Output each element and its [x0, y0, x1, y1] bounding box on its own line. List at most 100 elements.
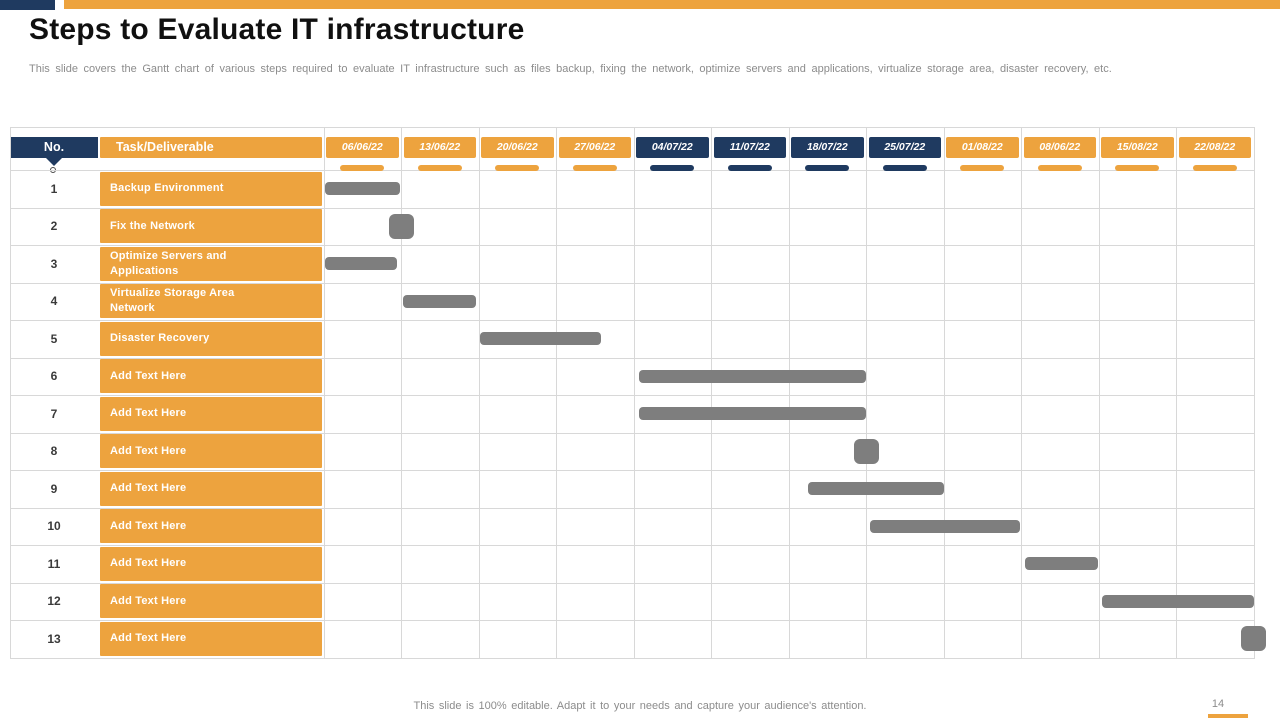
gantt-week-underline — [960, 165, 1005, 171]
task-cell: Add Text Here — [100, 359, 322, 393]
task-cell: Disaster Recovery — [100, 321, 322, 356]
row-number-cell: 3 — [50, 256, 58, 271]
gantt-bar — [1102, 594, 1254, 608]
gridline-vertical — [556, 127, 557, 658]
row-number-cell: 10 — [47, 519, 61, 534]
gantt-week-header: 18/07/22 — [791, 137, 864, 158]
gantt-week-header: 08/06/22 — [1023, 137, 1096, 158]
row-number-cell: 8 — [50, 444, 58, 459]
gantt-week-underline — [340, 165, 385, 171]
gantt-week-underline — [882, 165, 927, 171]
gantt-week-underline — [650, 165, 695, 171]
gantt-week-underline — [417, 165, 462, 171]
gantt-bar — [638, 407, 866, 421]
gridline-horizontal — [10, 657, 1255, 659]
gantt-bar — [480, 332, 601, 346]
gantt-bar — [325, 257, 398, 271]
task-cell: Virtualize Storage Area Network — [100, 284, 322, 318]
gridline-horizontal — [10, 395, 1255, 396]
task-column-header: Task/Deliverable — [100, 137, 322, 158]
gridline-vertical — [401, 127, 402, 658]
row-number-cell: 12 — [47, 594, 61, 609]
gantt-bar — [325, 182, 401, 196]
gantt-bar — [403, 294, 477, 308]
gridline-vertical — [866, 127, 867, 658]
gridline-horizontal — [10, 207, 1255, 209]
gridline-horizontal — [10, 127, 1255, 128]
gridline-horizontal — [10, 470, 1255, 471]
gridline-horizontal — [10, 545, 1255, 546]
gridline-horizontal — [10, 582, 1255, 584]
gridline-horizontal — [10, 432, 1255, 434]
task-cell: Add Text Here — [100, 434, 322, 468]
gridline-vertical — [788, 127, 790, 658]
task-cell: Optimize Servers and Applications — [100, 246, 322, 281]
footer-note: This slide is 100% editable. Adapt it to… — [413, 700, 867, 712]
gantt-bar — [638, 369, 866, 383]
gantt-week-underline — [1192, 165, 1237, 171]
gridline-vertical — [1021, 127, 1022, 658]
gantt-milestone — [853, 438, 879, 464]
gridline-vertical — [1176, 127, 1177, 658]
gantt-week-underline — [572, 165, 617, 171]
gantt-week-underline — [1037, 165, 1082, 171]
task-cell: Fix the Network — [100, 209, 322, 243]
row-number-cell: 7 — [50, 406, 58, 421]
task-cell: Add Text Here — [100, 546, 322, 581]
gridline-horizontal — [10, 282, 1255, 284]
gantt-bar — [1024, 557, 1098, 571]
row-number-cell: 1 — [50, 181, 58, 196]
gantt-week-header: 06/06/22 — [326, 137, 399, 158]
gantt-milestone — [388, 213, 414, 239]
row-number-cell: 5 — [50, 331, 58, 346]
page-number-underline — [1208, 714, 1248, 718]
gantt-chart: No. Task/Deliverable 06/06/22 13/06/22 20/… — [10, 127, 1266, 660]
gantt-milestone — [1241, 626, 1266, 652]
row-number-cell: 11 — [47, 556, 61, 571]
gantt-bar — [869, 519, 1021, 533]
gantt-week-underline — [805, 165, 850, 171]
gantt-week-header: 22/08/22 — [1178, 137, 1251, 158]
gridline-horizontal — [10, 357, 1255, 359]
gridline-vertical — [943, 127, 945, 658]
no-column-header: No. — [10, 137, 98, 158]
gantt-week-underline — [1115, 165, 1160, 171]
gridline-vertical — [711, 127, 712, 658]
gridline-horizontal — [10, 170, 1255, 171]
row-number-cell: 13 — [47, 631, 61, 646]
gantt-week-underline — [495, 165, 540, 171]
gridline-horizontal — [10, 320, 1255, 321]
page-number: 14 — [1211, 698, 1225, 710]
task-cell: Add Text Here — [100, 509, 322, 543]
top-accent-orange-bar — [64, 0, 1280, 9]
gantt-week-header: 13/06/22 — [403, 137, 476, 158]
task-cell: Backup Environment — [100, 171, 322, 206]
row-number-cell: 9 — [50, 481, 58, 496]
gridline-horizontal — [10, 620, 1255, 621]
gridline-vertical — [1098, 127, 1100, 658]
gantt-week-underline — [727, 165, 772, 171]
gridline-vertical — [478, 127, 480, 658]
page-title: Steps to Evaluate IT infrastructure — [29, 13, 525, 46]
task-cell: Add Text Here — [100, 584, 322, 618]
gantt-week-header: 25/07/22 — [868, 137, 941, 158]
row-number-cell: 6 — [50, 369, 58, 384]
gantt-bar — [807, 482, 944, 496]
gridline-horizontal — [10, 507, 1255, 509]
gridline-vertical — [633, 127, 635, 658]
task-cell: Add Text Here — [100, 471, 322, 506]
gantt-week-header: 11/07/22 — [713, 137, 786, 158]
gridline-vertical — [10, 127, 11, 658]
no-header-pointer — [46, 158, 62, 166]
gridline-vertical — [323, 127, 325, 658]
gantt-week-header: 04/07/22 — [636, 137, 709, 158]
gantt-week-header: 20/06/22 — [481, 137, 554, 158]
task-cell: Add Text Here — [100, 621, 322, 656]
gridline-horizontal — [10, 245, 1255, 246]
task-cell: Add Text Here — [100, 396, 322, 431]
top-accent-navy-bar — [0, 0, 55, 10]
row-number-cell: 2 — [50, 219, 58, 234]
gridline-vertical — [1253, 127, 1255, 658]
gantt-week-header: 27/06/22 — [558, 137, 631, 158]
